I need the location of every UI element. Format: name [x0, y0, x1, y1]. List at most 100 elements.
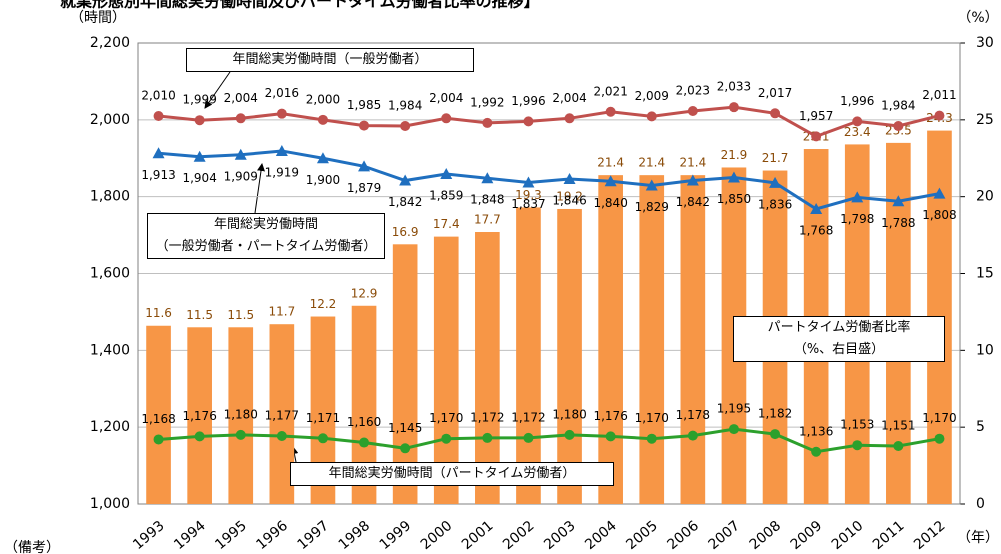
y-tick-label: 1,600 — [90, 266, 130, 282]
marker — [317, 433, 328, 444]
marker — [727, 171, 740, 183]
data-label: 1,160 — [347, 415, 381, 429]
data-label: 1,848 — [470, 193, 504, 207]
data-label: 1,180 — [224, 407, 258, 421]
arrow — [204, 71, 231, 109]
x-tick-label: 2000 — [418, 518, 456, 553]
x-tick-label: 2010 — [829, 518, 867, 553]
marker — [193, 150, 206, 162]
marker — [811, 446, 822, 457]
bar — [392, 244, 418, 504]
x-tick-label: 1998 — [336, 518, 374, 553]
x-tick-label: 2005 — [623, 518, 661, 553]
x-tick-label: 2009 — [788, 518, 826, 553]
bar-label: 21.4 — [597, 156, 624, 170]
data-label: 1,913 — [141, 168, 175, 182]
x-tick-label: 2011 — [870, 518, 908, 553]
x-tick-label: 2006 — [664, 518, 702, 553]
data-label: 1,168 — [141, 412, 175, 426]
marker — [441, 433, 452, 444]
data-label: 1,984 — [388, 98, 422, 112]
marker — [276, 108, 287, 119]
data-label: 1,172 — [470, 410, 504, 424]
y-tick-label: 1,800 — [90, 189, 130, 205]
data-label: 1,808 — [922, 208, 956, 222]
marker — [770, 108, 781, 119]
data-label: 2,033 — [717, 80, 751, 94]
line — [158, 149, 940, 211]
plot-frame — [137, 42, 961, 505]
bar-label: 12.9 — [351, 286, 378, 300]
data-label: 1,846 — [552, 193, 586, 207]
y-tick-label: 2,000 — [90, 112, 130, 128]
data-label: 1,788 — [881, 216, 915, 230]
marker — [399, 174, 412, 186]
bar — [598, 175, 623, 505]
y-tick-label: 1,200 — [90, 419, 130, 435]
bar — [475, 232, 500, 504]
marker — [359, 437, 370, 448]
marker — [933, 187, 946, 199]
bar — [680, 175, 706, 505]
marker — [440, 168, 453, 180]
marker — [523, 116, 534, 127]
data-label: 1,180 — [552, 407, 586, 421]
data-label: 1,170 — [635, 411, 669, 425]
arrow — [254, 163, 265, 214]
marker — [194, 431, 205, 442]
marker — [522, 176, 535, 188]
data-label: 1,176 — [182, 409, 216, 423]
data-label: 2,010 — [141, 88, 175, 102]
marker — [276, 431, 287, 442]
data-label: 1,836 — [758, 197, 792, 211]
data-label: 1,985 — [347, 98, 381, 112]
x-tick-label: 1996 — [253, 518, 291, 553]
marker — [604, 175, 617, 187]
marker — [194, 115, 205, 126]
data-label: 2,016 — [265, 86, 299, 100]
data-label: 1,170 — [429, 411, 463, 425]
x-tick-label: 2004 — [582, 518, 620, 553]
marker — [316, 152, 329, 164]
marker — [441, 113, 452, 124]
marker — [934, 110, 945, 121]
data-label: 1,859 — [429, 189, 463, 203]
data-label: 2,004 — [552, 91, 586, 105]
marker — [893, 120, 904, 131]
y-tick-label: 1,000 — [90, 496, 130, 512]
bar — [228, 327, 254, 504]
bar — [433, 236, 459, 504]
x-tick-label: 2001 — [459, 518, 497, 553]
data-label: 1,842 — [388, 195, 422, 209]
data-label: 1,145 — [388, 421, 422, 435]
x-unit: （年） — [957, 530, 999, 546]
marker — [892, 195, 905, 207]
y-unit: （時間） — [70, 10, 126, 26]
x-tick-label: 1995 — [212, 518, 250, 553]
marker — [358, 160, 371, 172]
y2-tick-label: 30 — [976, 35, 994, 51]
marker — [770, 429, 781, 440]
marker — [728, 424, 739, 435]
data-label: 1,153 — [840, 418, 874, 432]
marker — [523, 432, 534, 443]
data-label: 1,996 — [511, 94, 545, 108]
marker — [153, 110, 164, 121]
y2-tick-label: 25 — [976, 112, 994, 128]
x-tick-label: 2008 — [747, 518, 785, 553]
x-tick-label: 1997 — [295, 518, 333, 553]
x-tick-label: 2003 — [541, 518, 579, 553]
data-label: 2,021 — [593, 84, 627, 98]
y2-unit: （%） — [957, 10, 998, 26]
marker — [482, 432, 493, 443]
line — [158, 427, 940, 454]
marker — [686, 174, 699, 186]
x-tick-label: 2012 — [911, 518, 949, 553]
data-label: 1,984 — [881, 98, 915, 112]
bar-label: 11.5 — [186, 308, 213, 322]
y2-tick-label: 5 — [976, 419, 985, 435]
marker — [605, 431, 616, 442]
data-label: 2,009 — [635, 89, 669, 103]
marker — [645, 179, 658, 191]
data-label: 1,171 — [306, 411, 340, 425]
